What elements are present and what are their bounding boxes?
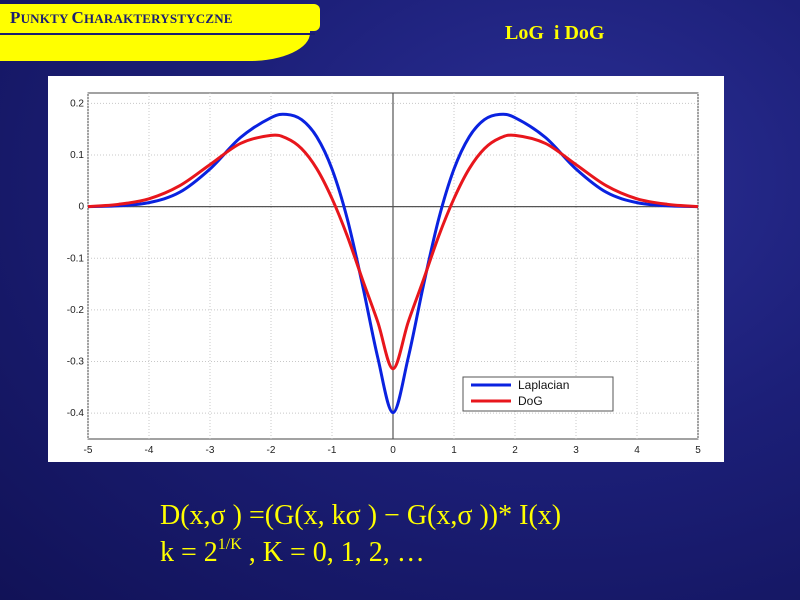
section-title-initial-1: P [10,8,21,27]
series-line-laplacian [87,112,699,415]
y-tick-label: -0.4 [67,408,85,419]
slide-title: LoG i DoG [505,22,605,44]
formula-dog-definition: D(x,σ ) =(G(x, kσ ) − G(x,σ ))* I(x) [160,500,562,531]
section-title-bar-tail [0,31,310,61]
y-tick-label: 0.2 [70,98,84,109]
log-dog-chart: -5 -4 -3 -2 -1 0 1 2 3 4 5 0.2 0.1 0 -0.1 -0.2 -0.3 -0.4… [67,92,702,456]
x-tick-label: -5 [84,445,93,456]
section-title-initial-2: C [71,8,84,27]
series-line-dog [87,133,699,371]
x-tick-label: 4 [634,445,640,456]
legend-label-dog: DoG [518,394,543,408]
x-tick-label: -3 [206,445,215,456]
legend-label-laplacian: Laplacian [518,378,569,392]
x-tick-label: 1 [451,445,457,456]
x-tick-label: 5 [695,445,701,456]
x-tick-label: -2 [267,445,276,456]
x-tick-label: -4 [145,445,154,456]
formula-k-prefix: k = 2 [160,537,218,568]
section-title-part-2: HARAKTERYSTYCZNE [84,11,233,26]
y-tick-label: -0.1 [67,253,85,264]
y-tick-label: 0.1 [70,150,84,161]
chart-series [87,112,699,415]
section-title-part-1: UNKTY [20,11,72,26]
y-tick-labels: 0.2 0.1 0 -0.1 -0.2 -0.3 -0.4 [67,98,85,419]
x-tick-labels: -5 -4 -3 -2 -1 0 1 2 3 4 5 [84,445,702,456]
y-tick-label: -0.2 [67,305,85,316]
x-tick-label: -1 [328,445,337,456]
chart-legend: Laplacian DoG [462,376,614,412]
formula-k-definition: k = 21/K , K = 0, 1, 2, … [160,536,425,569]
formula-k-suffix: , K = 0, 1, 2, … [241,537,425,568]
chart-axes [88,93,698,439]
section-title-underline [0,33,315,35]
x-tick-label: 2 [512,445,518,456]
x-tick-label: 3 [573,445,579,456]
section-title: PUNKTY CHARAKTERYSTYCZNE [10,8,233,28]
y-tick-label: 0 [78,202,84,213]
section-title-bar [0,4,320,31]
formula-k-exponent: 1/K [217,536,242,553]
y-tick-label: -0.3 [67,357,85,368]
x-tick-label: 0 [390,445,396,456]
legend-box [462,376,614,412]
chart-container: -5 -4 -3 -2 -1 0 1 2 3 4 5 0.2 0.1 0 -0.1 -0.2 -0.3 -0.4… [48,76,724,462]
